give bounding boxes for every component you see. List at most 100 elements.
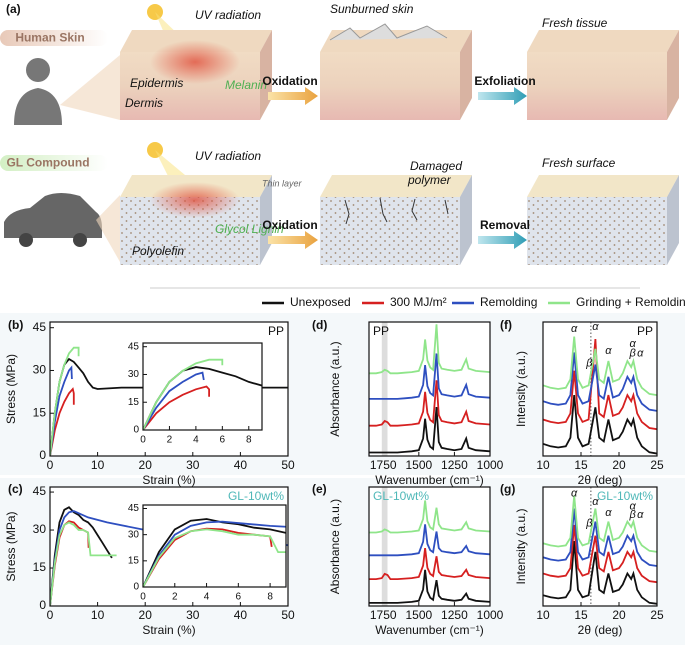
y-tick-label: 45 xyxy=(128,503,140,514)
series-line xyxy=(143,358,224,430)
annotation: GL-10wt% xyxy=(597,489,653,503)
series-line xyxy=(369,524,490,557)
series-line xyxy=(543,541,657,605)
series-line xyxy=(543,524,657,584)
annotation: PP xyxy=(268,324,284,338)
series-line xyxy=(543,336,657,396)
tag-background xyxy=(0,155,108,171)
x-tick-label: 50 xyxy=(281,608,295,622)
zoom-beam xyxy=(60,55,120,120)
series-line xyxy=(143,518,286,587)
series-line xyxy=(543,352,657,412)
peak-label: β xyxy=(585,518,593,530)
label: UV radiation xyxy=(195,8,261,22)
x-tick-label: 2 xyxy=(172,592,178,603)
uv-spot xyxy=(150,182,240,218)
x-tick-label: 1500 xyxy=(405,458,432,472)
x-tick-label: 10 xyxy=(91,608,105,622)
annotation: GL-10wt% xyxy=(373,489,429,503)
arrow xyxy=(478,87,527,105)
y-tick-label: 30 xyxy=(33,363,47,377)
label: Sunburned skin xyxy=(330,2,414,16)
x-tick-label: 10 xyxy=(536,458,550,472)
series-line xyxy=(50,387,75,456)
y-axis-label: Absorbance (a.u.) xyxy=(328,341,342,436)
shaded-region xyxy=(381,322,388,456)
x-tick-label: 1000 xyxy=(477,608,504,622)
label: UV radiation xyxy=(195,149,261,163)
inset-frame xyxy=(142,342,263,431)
x-tick-label: 20 xyxy=(139,458,153,472)
y-tick-label: 30 xyxy=(128,529,140,540)
x-axis-label: 2θ (deg) xyxy=(578,473,623,487)
panel-label: (f) xyxy=(500,318,512,332)
peak-label: β xyxy=(585,357,593,369)
x-tick-label: 20 xyxy=(612,458,626,472)
y-tick-label: 0 xyxy=(133,425,139,436)
y-axis-label: Intensity (a.u.) xyxy=(514,508,528,584)
x-axis-label: Strain (%) xyxy=(142,623,195,637)
inset-area xyxy=(143,343,262,430)
x-tick-label: 6 xyxy=(236,592,242,603)
y-tick-label: 15 xyxy=(128,397,140,408)
plot-frame xyxy=(49,486,289,607)
y-tick-label: 30 xyxy=(33,522,47,536)
x-tick-label: 4 xyxy=(193,435,199,446)
y-tick-label: 0 xyxy=(39,598,46,612)
y-axis-label: Absorbance (a.u.) xyxy=(328,499,342,594)
label: polymer xyxy=(407,173,452,187)
series-line xyxy=(369,324,490,375)
series-line xyxy=(50,506,113,606)
car-wheel xyxy=(19,233,33,247)
y-tick-label: 45 xyxy=(33,484,47,498)
series-line xyxy=(143,520,286,587)
label: Removal xyxy=(480,218,530,232)
y-tick-label: 15 xyxy=(33,560,47,574)
x-tick-label: 1750 xyxy=(370,458,397,472)
series-line xyxy=(50,521,117,606)
plot-frame xyxy=(368,321,491,457)
annotation: PP xyxy=(637,324,653,338)
series-line xyxy=(369,407,490,454)
series-line xyxy=(543,395,657,455)
x-axis-label: Wavenumber (cm⁻¹) xyxy=(375,623,484,637)
x-tick-label: 0 xyxy=(47,608,54,622)
x-tick-label: 1250 xyxy=(441,608,468,622)
x-tick-label: 15 xyxy=(574,608,588,622)
series-line xyxy=(50,365,73,456)
legend-label: 300 MJ/m² xyxy=(390,295,447,309)
y-tick-label: 45 xyxy=(33,320,47,334)
label: Melanin xyxy=(225,78,267,92)
series-line xyxy=(143,371,205,430)
peak-label: α xyxy=(592,321,599,333)
peak-label: β xyxy=(629,348,637,360)
series-line xyxy=(543,508,657,567)
x-tick-label: 40 xyxy=(234,608,248,622)
series-line xyxy=(369,547,490,580)
series-line xyxy=(369,500,490,534)
x-tick-label: 8 xyxy=(267,592,273,603)
skin-slab xyxy=(527,30,679,120)
x-tick-label: 10 xyxy=(91,458,105,472)
x-axis-label: Wavenumber (cm⁻¹) xyxy=(375,473,484,487)
car-icon xyxy=(4,193,102,238)
label: Thin layer xyxy=(262,178,303,188)
legend-label: Grinding + Remolding xyxy=(576,295,685,309)
annotation: GL-10wt% xyxy=(228,489,284,503)
x-tick-label: 25 xyxy=(650,608,664,622)
y-tick-label: 30 xyxy=(128,369,140,380)
skin-slab xyxy=(320,30,472,120)
x-tick-label: 10 xyxy=(536,608,550,622)
label: Epidermis xyxy=(130,76,183,90)
x-tick-label: 40 xyxy=(234,458,248,472)
legend-label: Remolding xyxy=(480,295,537,309)
series-line xyxy=(369,569,490,604)
arrow xyxy=(268,87,318,105)
y-axis-label: Intensity (a.u.) xyxy=(514,351,528,427)
plot-frame xyxy=(542,486,658,607)
y-tick-label: 15 xyxy=(33,405,47,419)
x-tick-label: 1500 xyxy=(405,608,432,622)
y-tick-label: 15 xyxy=(128,555,140,566)
x-tick-label: 1250 xyxy=(441,458,468,472)
